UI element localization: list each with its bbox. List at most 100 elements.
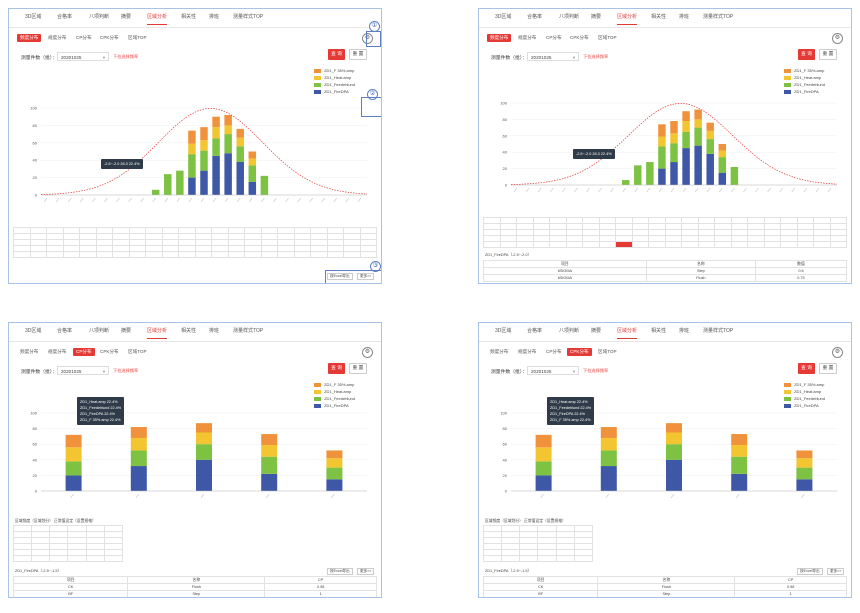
bar-segment[interactable] [261, 456, 278, 474]
bar-segment[interactable] [796, 467, 813, 480]
query-button[interactable]: 查 询 [328, 363, 345, 374]
bar-segment[interactable] [694, 127, 702, 146]
bar-segment[interactable] [718, 172, 727, 185]
bar-segment[interactable] [670, 133, 678, 144]
bar-segment[interactable] [682, 131, 690, 149]
nav-tab[interactable]: 合格率 [57, 328, 73, 334]
bar-segment[interactable] [706, 139, 714, 154]
query-button[interactable]: 查 询 [798, 363, 815, 374]
sub-tab[interactable]: 区域TOP [598, 349, 617, 354]
bar-segment[interactable] [694, 119, 702, 128]
bar-segment[interactable] [682, 148, 690, 185]
bar-segment[interactable] [646, 162, 654, 185]
reset-button[interactable]: 重 置 [349, 49, 367, 60]
bar-segment[interactable] [796, 450, 813, 459]
bar-segment[interactable] [196, 444, 212, 460]
nav-tab[interactable]: 测量样式TOP [703, 14, 734, 20]
sub-tab[interactable]: 规度分布 [518, 35, 537, 40]
bar-segment[interactable] [200, 150, 208, 171]
nav-tab[interactable]: 相关性 [651, 14, 667, 20]
more-button[interactable]: 更多>> [827, 568, 845, 575]
settings-icon[interactable]: ⚙ [832, 33, 843, 44]
query-button[interactable]: 查 询 [798, 49, 815, 60]
bar-segment[interactable] [634, 165, 642, 185]
more-button[interactable]: 更多>> [357, 273, 375, 280]
date-select[interactable]: 20201025 ▼ [57, 52, 109, 61]
bar-segment[interactable] [658, 168, 666, 185]
bar-segment[interactable] [535, 434, 552, 448]
bar-segment[interactable] [248, 151, 257, 159]
bar-segment[interactable] [224, 114, 232, 126]
bar-segment[interactable] [658, 136, 666, 147]
sub-tab[interactable]: 区域TOP [598, 35, 617, 40]
sub-tab[interactable]: 频度分布 [490, 349, 509, 354]
bar-segment[interactable] [130, 450, 147, 467]
bar-segment[interactable] [261, 444, 278, 457]
reset-button[interactable]: 重 置 [819, 49, 837, 60]
bar-segment[interactable] [535, 475, 552, 491]
sub-tab[interactable]: 规度分布 [48, 35, 67, 40]
bar-segment[interactable] [236, 161, 244, 195]
sub-tab[interactable]: 区域TOP [128, 35, 147, 40]
bar-segment[interactable] [188, 130, 196, 144]
bar-segment[interactable] [196, 432, 212, 445]
nav-tab[interactable]: 排班 [679, 14, 690, 20]
bar-segment[interactable] [200, 127, 208, 141]
bar-segment[interactable] [200, 140, 208, 151]
bar-segment[interactable] [65, 434, 82, 448]
nav-tab[interactable]: 3D区域 [25, 328, 42, 334]
bar-segment[interactable] [600, 437, 617, 451]
sub-tab[interactable]: CPK分布 [570, 35, 589, 40]
bar-segment[interactable] [236, 128, 244, 138]
nav-tab[interactable]: 八项判断 [89, 328, 110, 334]
bar-segment[interactable] [666, 423, 682, 433]
bar-segment[interactable] [718, 144, 727, 151]
bar-segment[interactable] [731, 456, 748, 474]
nav-tab[interactable]: 八项判断 [89, 14, 110, 20]
bar-segment[interactable] [535, 447, 552, 462]
bar-segment[interactable] [600, 427, 617, 438]
bar-segment[interactable] [248, 181, 257, 195]
bar-segment[interactable] [718, 150, 727, 158]
nav-tab[interactable]: 排班 [679, 328, 690, 334]
nav-tab[interactable]: 摘要 [591, 14, 602, 20]
bar-segment[interactable] [535, 461, 552, 476]
bar-segment[interactable] [212, 116, 220, 128]
bar-segment[interactable] [670, 121, 678, 134]
date-select[interactable]: 20201025 ▼ [57, 366, 109, 375]
sub-tab[interactable]: 区域TOP [128, 349, 147, 354]
bar-segment[interactable] [682, 121, 690, 132]
bar-segment[interactable] [731, 434, 748, 445]
bar-segment[interactable] [718, 157, 727, 173]
sub-tab[interactable]: CPK分布 [100, 349, 119, 354]
nav-tab[interactable]: 合格率 [527, 14, 543, 20]
sub-tab[interactable]: CPK分布 [567, 348, 592, 356]
bar-segment[interactable] [236, 137, 244, 147]
bar-segment[interactable] [600, 466, 617, 491]
nav-tab[interactable]: 合格率 [527, 328, 543, 334]
nav-tab[interactable]: 八项判断 [559, 14, 580, 20]
bar-segment[interactable] [248, 158, 257, 166]
bar-segment[interactable] [212, 127, 220, 139]
bar-segment[interactable] [65, 447, 82, 462]
settings-icon[interactable]: ⚙ [362, 33, 373, 44]
bar-segment[interactable] [694, 145, 702, 185]
bar-segment[interactable] [796, 458, 813, 468]
bar-segment[interactable] [326, 458, 343, 468]
export-button[interactable]: 按Excel导出 [327, 273, 353, 280]
nav-tab[interactable]: 测量样式TOP [233, 14, 264, 20]
bar-segment[interactable] [212, 138, 220, 156]
nav-tab[interactable]: 摘要 [591, 328, 602, 334]
nav-tab[interactable]: 合格率 [57, 14, 73, 20]
bar-segment[interactable] [731, 473, 748, 491]
nav-tab[interactable]: 3D区域 [495, 14, 512, 20]
bar-segment[interactable] [188, 177, 196, 195]
bar-segment[interactable] [261, 434, 278, 445]
bar-segment[interactable] [326, 479, 343, 491]
bar-segment[interactable] [658, 124, 666, 137]
export-button[interactable]: 按Excel导出 [327, 568, 353, 575]
bar-segment[interactable] [666, 444, 682, 460]
bar-segment[interactable] [130, 466, 147, 491]
bar-segment[interactable] [796, 479, 813, 491]
sub-tab[interactable]: 频度分布 [487, 34, 512, 42]
